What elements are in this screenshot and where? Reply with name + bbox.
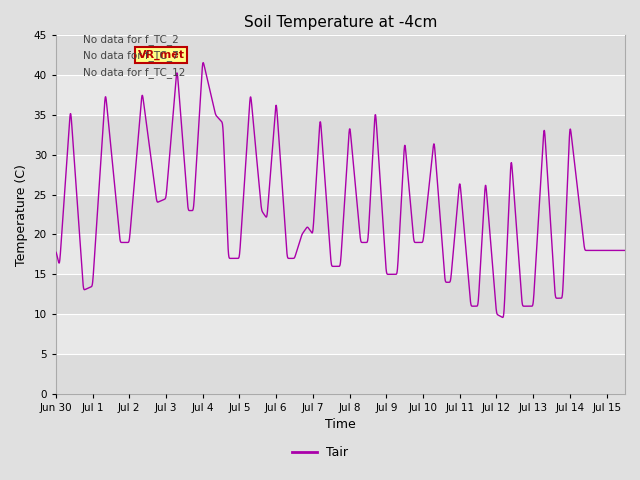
Bar [56,314,625,354]
Y-axis label: Temperature (C): Temperature (C) [15,164,28,265]
Bar [56,195,625,235]
Bar [56,235,625,275]
Text: No data for f_TC_12: No data for f_TC_12 [83,67,186,78]
X-axis label: Time: Time [325,419,356,432]
Bar [56,275,625,314]
Title: Soil Temperature at -4cm: Soil Temperature at -4cm [244,15,437,30]
Bar [56,36,625,75]
Text: VR_met: VR_met [138,49,184,60]
Bar [56,75,625,115]
Bar [56,115,625,155]
Bar [56,155,625,195]
Bar [56,354,625,394]
Text: No data for f_TC_2: No data for f_TC_2 [83,34,179,45]
Legend: Tair: Tair [287,441,353,464]
Text: No data for f_TC_7: No data for f_TC_7 [83,50,179,61]
